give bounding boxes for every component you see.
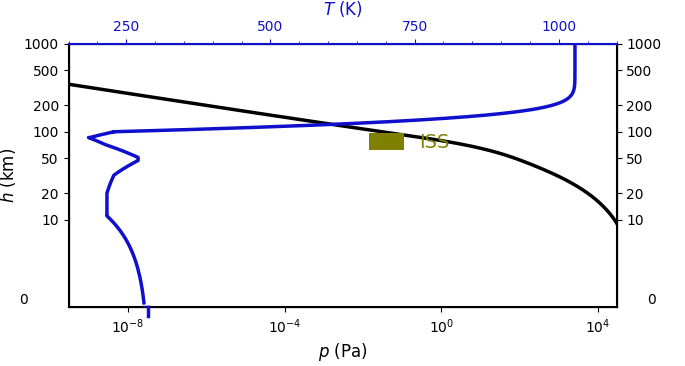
Text: 0: 0	[18, 294, 27, 307]
X-axis label: $p$ (Pa): $p$ (Pa)	[318, 341, 367, 363]
Text: 0: 0	[647, 294, 656, 307]
X-axis label: $T$ (K): $T$ (K)	[323, 0, 362, 19]
Y-axis label: $h$ (km): $h$ (km)	[0, 148, 18, 203]
Legend: ISS: ISS	[369, 133, 449, 152]
